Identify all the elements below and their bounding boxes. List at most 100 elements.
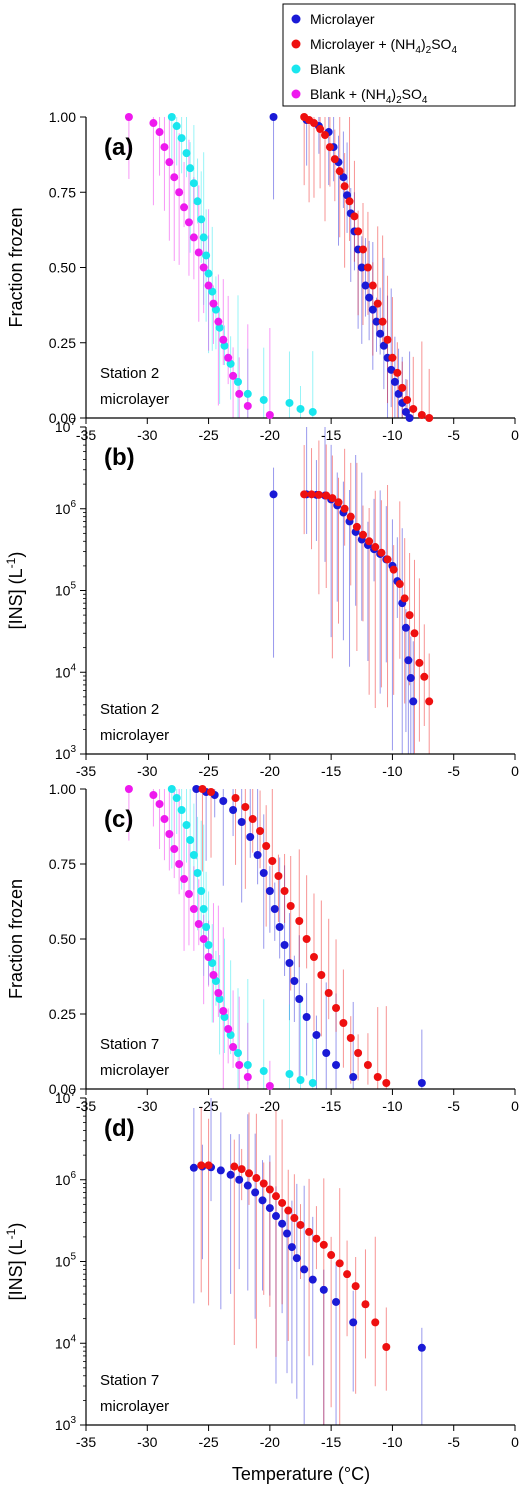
station-annotation: Station 7 [100,1372,159,1389]
data-point [309,119,318,128]
data-point [269,490,278,499]
data-point [199,263,208,272]
data-point [403,395,412,404]
data-point [363,1061,372,1069]
data-point [256,827,265,835]
x-tick-label: 0 [511,1434,519,1450]
data-point [425,414,434,422]
data-point [296,404,305,413]
data-point [292,1254,301,1263]
y-tick-exponent: 5 [70,1252,76,1263]
y-tick-base: 10 [55,664,71,680]
x-tick-label: -10 [382,427,402,443]
data-point [207,788,216,796]
x-tick-label: 0 [511,427,519,443]
legend-text-part: 2 [426,45,432,56]
data-point [204,269,213,278]
panel-4: -35 -30 -25 -20 -15 -10 -5 0103104105106107(d)S… [4,1088,519,1450]
station-annotation: microlayer [100,1398,169,1415]
data-point [215,323,224,332]
data-point [389,565,398,574]
data-point [170,845,179,853]
legend-text-part: 2 [396,95,402,106]
data-point [149,791,158,799]
data-point [330,155,339,164]
data-point [226,1170,235,1179]
data-point [204,953,213,961]
data-point [415,658,424,667]
data-point [275,923,284,931]
data-point [394,389,403,398]
data-point [312,1031,321,1039]
data-point [307,490,316,499]
data-point [371,543,380,552]
data-point [300,1265,309,1274]
data-point [211,305,220,314]
data-point [246,833,255,841]
data-point [219,797,228,805]
data-point [390,377,399,386]
data-point [172,122,181,131]
data-point [189,233,198,242]
data-point [327,1251,336,1260]
x-axis-label: Temperature (°C) [232,1464,370,1484]
data-point [220,1013,229,1021]
x-tick-label: -20 [260,1098,280,1114]
data-point [175,188,184,197]
x-tick-label: -15 [321,763,341,779]
data-point [243,1181,252,1190]
data-point [340,504,349,513]
data-point [290,1214,299,1223]
y-tick-label: 1.00 [49,781,76,797]
data-point [268,857,277,865]
data-point [361,281,370,290]
data-point [308,407,317,416]
legend-text-blank-salt: Blank + (NH4)2SO4 [310,86,428,106]
y-tick-exponent: 7 [70,1088,76,1099]
data-point [300,490,309,499]
data-point [209,299,218,308]
y-axis-label: Fraction frozen [6,207,26,327]
y-tick-exponent: 4 [70,1333,76,1344]
data-point [265,1185,274,1194]
data-point [280,887,289,895]
data-point [182,149,191,158]
data-point [224,353,233,362]
data-point [354,227,363,236]
data-point [259,1067,268,1075]
data-point [224,1025,233,1033]
x-tick-label: -30 [137,763,157,779]
y-tick-exponent: 6 [70,1170,76,1181]
data-point [251,1188,260,1197]
station-annotation: microlayer [100,1062,169,1079]
data-point [295,995,304,1003]
y-label-exponent: -1 [4,557,18,568]
data-point [420,672,429,681]
data-point [182,821,191,829]
data-point [404,656,413,665]
data-point [309,953,318,961]
data-point [328,494,337,503]
data-point [383,555,392,564]
data-point [335,1259,344,1268]
data-point [215,995,224,1003]
x-tick-label: -15 [321,1434,341,1450]
data-point [274,872,283,880]
x-tick-label: -25 [198,1098,218,1114]
data-point [243,1061,252,1069]
y-tick-label: 0.75 [49,856,76,872]
y-tick-label: 0.25 [49,335,76,351]
y-tick-base: 10 [55,1090,71,1106]
data-point [378,317,387,326]
data-point [395,580,404,589]
y-label-part: [INS] (L [6,568,26,629]
data-point [199,233,208,242]
panel-2: -35 -30 -25 -20 -15 -10 -5 0103104105106107(b)S… [4,417,519,779]
data-point [401,623,410,632]
data-point [233,377,242,386]
data-point [302,935,311,943]
data-point [351,1282,360,1291]
data-point [322,1049,331,1057]
data-point [319,1240,328,1249]
station-annotation: Station 2 [100,701,159,718]
